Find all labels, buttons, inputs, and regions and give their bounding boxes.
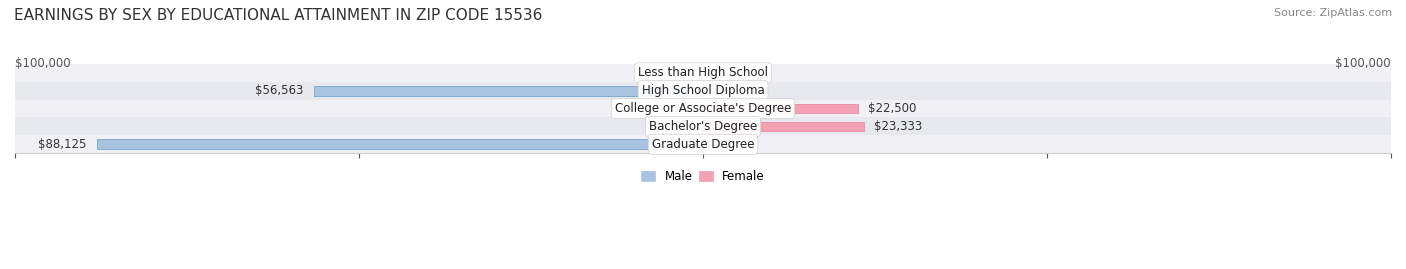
Text: $0: $0 bbox=[675, 102, 689, 115]
Text: $88,125: $88,125 bbox=[38, 138, 86, 151]
Bar bbox=[15, 118, 1391, 135]
Bar bbox=[97, 139, 703, 149]
Text: $23,333: $23,333 bbox=[875, 120, 922, 133]
Text: $0: $0 bbox=[675, 66, 689, 79]
Text: Less than High School: Less than High School bbox=[638, 66, 768, 79]
Bar bbox=[703, 104, 858, 114]
Text: $0: $0 bbox=[717, 138, 731, 151]
Bar bbox=[15, 64, 1391, 82]
Bar bbox=[15, 82, 1391, 100]
Text: College or Associate's Degree: College or Associate's Degree bbox=[614, 102, 792, 115]
Text: EARNINGS BY SEX BY EDUCATIONAL ATTAINMENT IN ZIP CODE 15536: EARNINGS BY SEX BY EDUCATIONAL ATTAINMEN… bbox=[14, 8, 543, 23]
Text: $22,500: $22,500 bbox=[868, 102, 917, 115]
Text: $0: $0 bbox=[717, 66, 731, 79]
Text: Bachelor's Degree: Bachelor's Degree bbox=[650, 120, 756, 133]
Text: $0: $0 bbox=[675, 120, 689, 133]
Text: $0: $0 bbox=[717, 84, 731, 97]
Text: $100,000: $100,000 bbox=[1336, 57, 1391, 70]
Bar bbox=[15, 100, 1391, 118]
Bar bbox=[703, 122, 863, 131]
Text: Graduate Degree: Graduate Degree bbox=[652, 138, 754, 151]
Text: High School Diploma: High School Diploma bbox=[641, 84, 765, 97]
Text: Source: ZipAtlas.com: Source: ZipAtlas.com bbox=[1274, 8, 1392, 18]
Legend: Male, Female: Male, Female bbox=[637, 165, 769, 187]
Bar bbox=[15, 135, 1391, 153]
Text: $100,000: $100,000 bbox=[15, 57, 70, 70]
Text: $56,563: $56,563 bbox=[254, 84, 304, 97]
Bar bbox=[314, 86, 703, 95]
